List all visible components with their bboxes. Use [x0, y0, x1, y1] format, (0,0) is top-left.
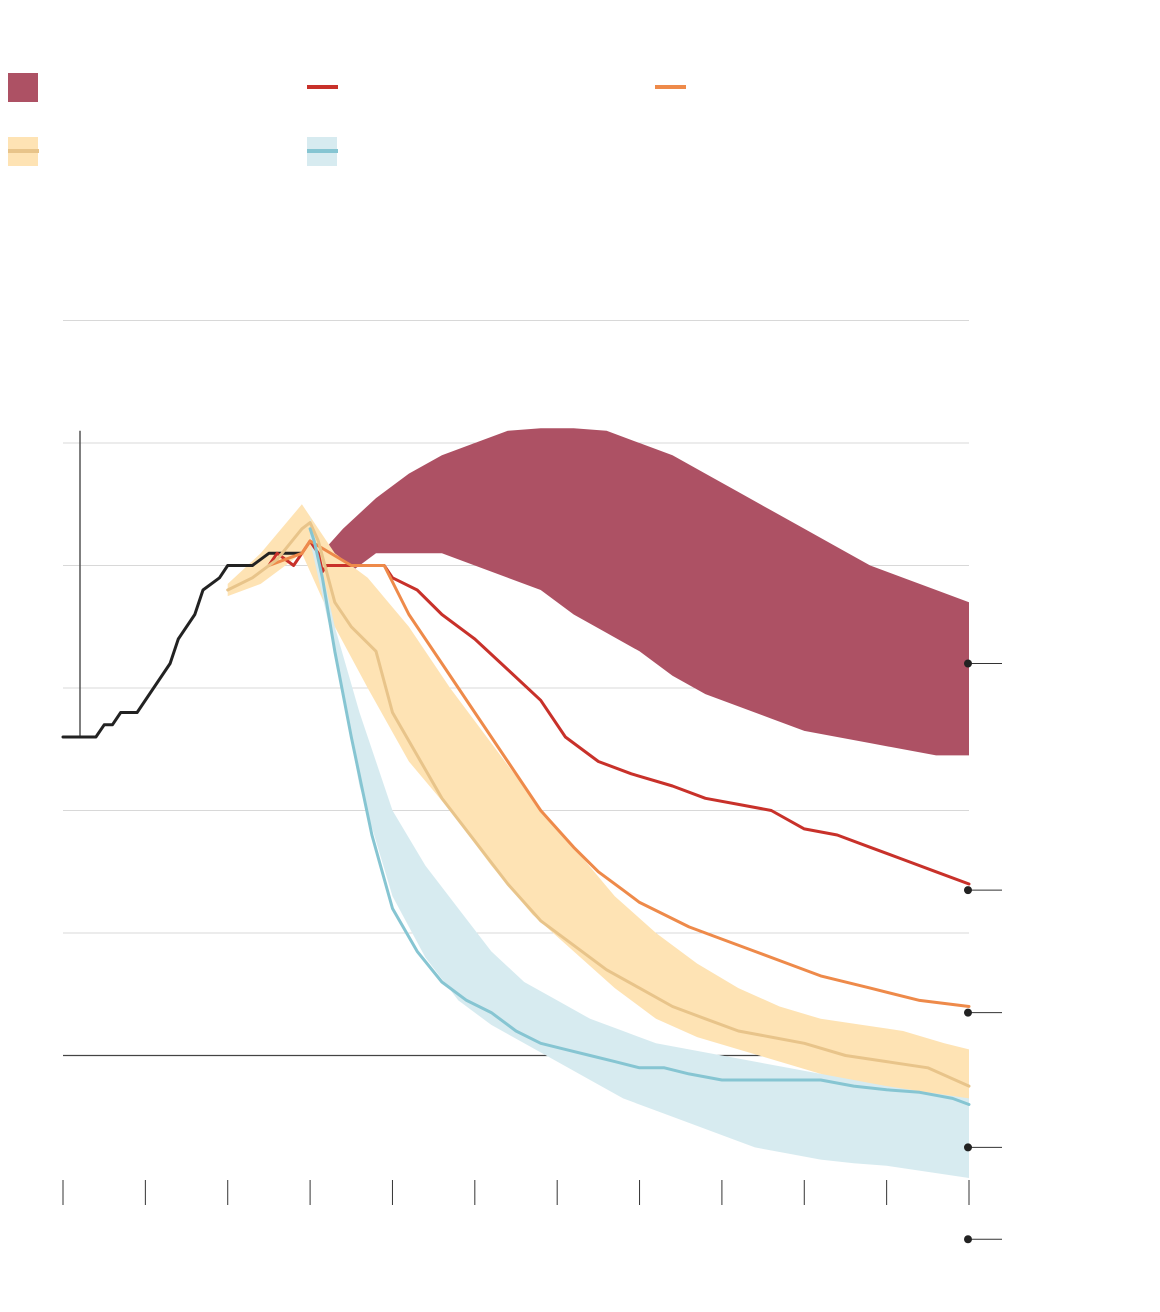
- legend-item-blue: [307, 137, 338, 166]
- end-markers: [964, 659, 1002, 1244]
- end-marker-dot: [964, 886, 972, 895]
- yellow_line-series: [226, 521, 971, 1088]
- end-marker-dot: [964, 659, 972, 668]
- end-marker-dot: [964, 1143, 972, 1152]
- legend: [8, 73, 686, 166]
- yellow_band-band: [227, 504, 969, 1136]
- legend-item-yellow: [8, 137, 39, 166]
- blue_band-band: [310, 516, 970, 1178]
- historical-series: [61, 551, 304, 739]
- end-marker-dot: [964, 1235, 972, 1244]
- uncertainty-bands: [227, 428, 970, 1178]
- end-marker-dot: [964, 1008, 972, 1017]
- series-lines: [61, 521, 971, 1106]
- blue_line-series: [308, 527, 971, 1106]
- upper_band-band: [310, 428, 970, 756]
- x-axis: [62, 1180, 970, 1205]
- legend-swatch: [8, 73, 38, 102]
- orange_line-series: [267, 539, 971, 1008]
- legend-item-upper_band: [8, 73, 38, 102]
